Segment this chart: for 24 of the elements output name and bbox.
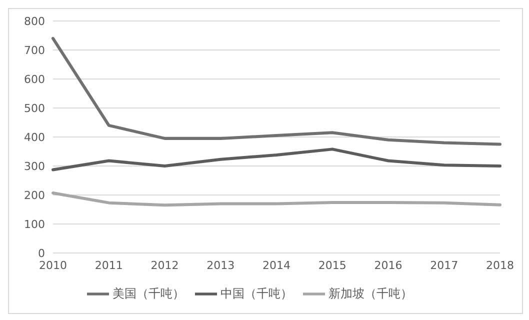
x-tick-label: 2011 xyxy=(94,258,123,272)
x-tick-label: 2012 xyxy=(150,258,179,272)
y-tick-label: 800 xyxy=(24,14,45,28)
y-tick-label: 600 xyxy=(24,72,45,86)
x-tick-label: 2015 xyxy=(318,258,346,272)
legend-label: 新加坡（千吨） xyxy=(328,286,412,300)
y-tick-label: 0 xyxy=(38,246,45,260)
y-tick-label: 700 xyxy=(24,44,45,57)
x-tick-label: 2016 xyxy=(374,258,402,272)
x-tick-label: 2013 xyxy=(206,258,235,272)
legend-label: 美国（千吨） xyxy=(112,286,184,300)
x-tick-label: 2014 xyxy=(262,258,290,272)
x-tick-label: 2018 xyxy=(486,258,514,272)
legend-label: 中国（千吨） xyxy=(220,286,292,300)
y-tick-label: 100 xyxy=(24,218,45,231)
line-series xyxy=(52,148,502,172)
line-series xyxy=(52,36,502,146)
y-tick-label: 400 xyxy=(24,130,45,144)
x-tick-label: 2010 xyxy=(39,258,67,272)
y-tick-label: 500 xyxy=(24,102,45,115)
y-tick-label: 300 xyxy=(24,160,45,173)
y-tick-label: 200 xyxy=(24,188,45,202)
x-tick-label: 2017 xyxy=(430,258,458,272)
line-series xyxy=(52,191,502,207)
